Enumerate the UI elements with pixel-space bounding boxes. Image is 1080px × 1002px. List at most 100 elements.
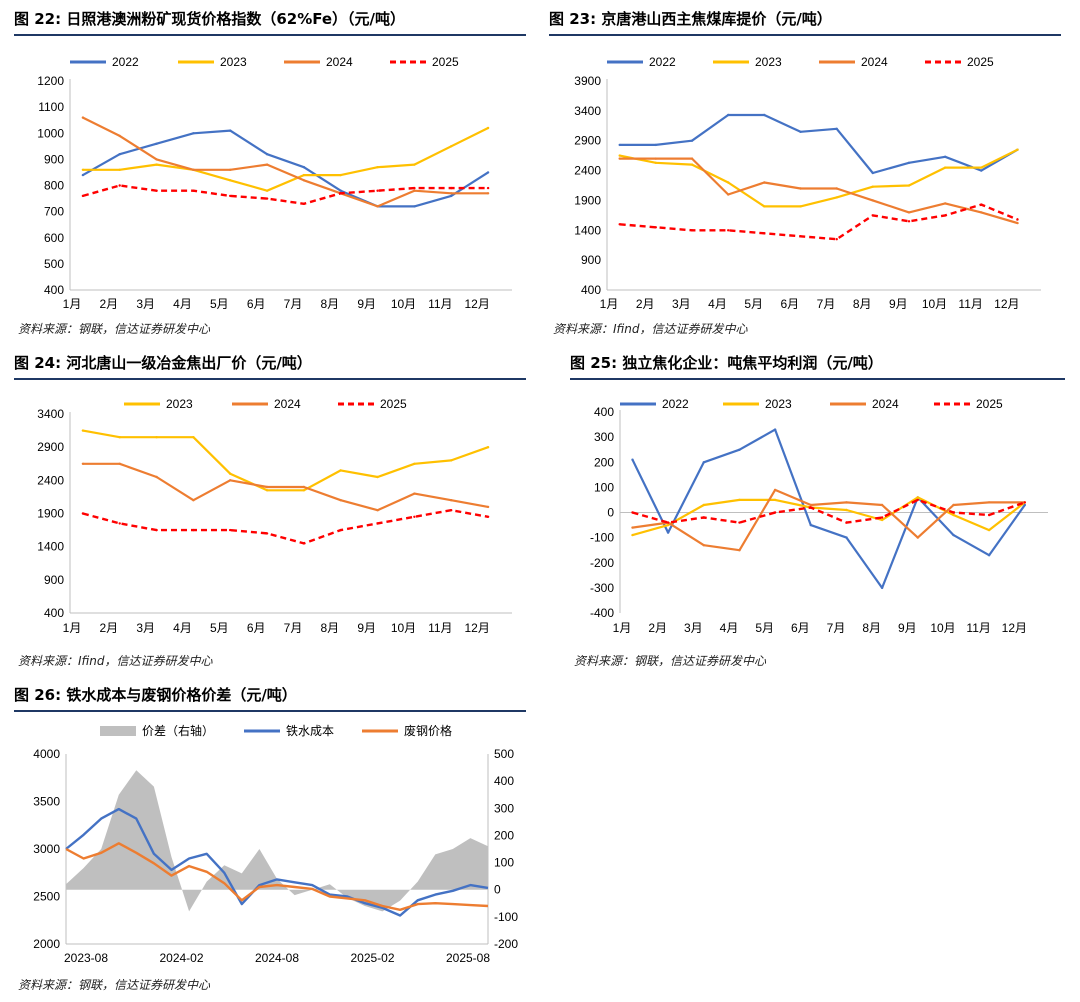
y-tick-label: 100 (594, 480, 614, 494)
data-point-2024 (871, 199, 874, 202)
data-point-2024 (987, 501, 991, 504)
right-tick-label: 500 (494, 747, 514, 761)
data-point-2025 (845, 521, 848, 524)
data-point-2025 (265, 197, 269, 200)
data-point-2024 (980, 211, 983, 214)
data-point-2023 (81, 168, 85, 171)
series-line-2025 (82, 508, 489, 545)
legend-label: 2025 (967, 55, 994, 69)
x-tick-label: 4月 (708, 297, 727, 311)
data-point-2024 (880, 503, 884, 507)
data-point-2024 (773, 488, 777, 492)
x-tick-label: 12月 (1002, 621, 1027, 635)
data-point-2023 (486, 126, 490, 130)
data-point-2025 (880, 516, 884, 519)
data-point-2024 (618, 157, 621, 160)
legend-item-2025: 2025 (390, 55, 459, 69)
data-point-2024 (376, 205, 379, 208)
y-tick-label: 2900 (574, 134, 601, 148)
data-point-2022 (339, 189, 342, 192)
right-tick-label: -200 (494, 937, 518, 951)
series-line-2025 (619, 203, 1018, 241)
data-point-2023 (450, 459, 453, 462)
figure-26-chart: 2000 2500 3000 3500 4000 -200 -100 0 100 200 300 40… (33, 723, 518, 965)
data-point-2025 (302, 202, 306, 205)
data-point-2022 (192, 132, 195, 135)
legend-label: 2025 (380, 397, 407, 411)
x-tick-label: 3月 (672, 297, 691, 311)
data-point-2025 (631, 511, 634, 514)
data-point-2024 (727, 193, 730, 196)
data-point-2023 (690, 163, 694, 166)
figure-23-panel: 图 23: 京唐港山西主焦煤库提价（元/吨） 400 900 1400 1900 240… (549, 8, 1061, 342)
data-point-2025 (376, 189, 379, 192)
x-tick-label: 9月 (889, 297, 908, 311)
series-line-2023 (632, 496, 1026, 537)
x-tick-label: 2月 (99, 621, 118, 635)
x-tick-label: 11月 (428, 621, 452, 635)
data-point-2024 (486, 192, 490, 195)
legend-item-2022: 2022 (607, 55, 676, 69)
y-tick-label: 400 (581, 283, 601, 297)
data-point-2023 (229, 472, 232, 475)
data-point-2023 (302, 489, 306, 492)
data-point-2025 (799, 235, 802, 238)
data-point-2025 (229, 194, 232, 198)
x-tick-label: 8月 (862, 621, 881, 635)
legend-item-2023: 2023 (713, 55, 782, 69)
legend-item-2022: 2022 (620, 397, 689, 411)
data-point-2023 (302, 173, 306, 177)
x-tick-label: 11月 (428, 297, 452, 311)
x-tick-label: 6月 (247, 297, 266, 311)
x-tick-label: 2月 (99, 297, 118, 311)
legend-item-2023: 2023 (178, 55, 247, 69)
data-point-2024 (339, 499, 342, 502)
x-tick-label: 5月 (210, 621, 229, 635)
legend-item-2025: 2025 (925, 55, 994, 69)
x-tick-label: 9月 (357, 297, 376, 311)
data-point-2022 (229, 129, 232, 132)
x-tick-label: 4月 (173, 297, 192, 311)
y-tick-label: 1200 (37, 74, 64, 88)
data-point-2024 (690, 157, 694, 160)
x-tick-label: 5月 (744, 297, 763, 311)
series-line-2023 (82, 127, 489, 192)
data-point-2022 (654, 143, 657, 147)
x-tick-label: 7月 (827, 621, 846, 635)
x-tick-label: 6月 (780, 297, 799, 311)
legend-label: 2023 (765, 397, 792, 411)
data-point-2022 (302, 166, 306, 169)
y-tick-label: 400 (594, 405, 614, 419)
y-tick-label: 700 (44, 205, 64, 219)
legend-item: 价差（右轴） (100, 723, 214, 738)
data-point-2022 (773, 428, 777, 431)
data-point-2025 (738, 521, 741, 524)
left-tick-label: 3000 (33, 842, 60, 856)
series-line-2022 (619, 113, 1019, 175)
x-tick-label: 5月 (210, 297, 229, 311)
legend-label: 2024 (326, 55, 353, 69)
figure-22-chart: 400 500 600 700 800 900 1000 1100 1200 1月 2月 3月 4月 5月… (37, 55, 512, 311)
figure-23-rule (549, 34, 1061, 36)
data-point-2023 (618, 154, 621, 157)
right-tick-label: -100 (494, 910, 518, 924)
figure-24-title: 图 24: 河北唐山一级冶金焦出厂价（元/吨） (14, 354, 312, 372)
data-point-2025 (1023, 501, 1026, 504)
data-point-2025 (871, 214, 874, 217)
legend-item-2025: 2025 (338, 397, 407, 411)
x-tick-label: 3月 (684, 621, 703, 635)
y-tick-label: 1400 (574, 223, 601, 237)
data-point-2024 (1016, 221, 1019, 225)
data-point-2025 (339, 192, 342, 195)
y-tick-label: 400 (44, 283, 64, 297)
legend-item: 铁水成本 (244, 724, 334, 738)
x-tick-label: 1月 (63, 621, 82, 635)
gap-area (66, 770, 488, 912)
left-tick-label: 2000 (33, 937, 60, 951)
data-point-2025 (81, 512, 85, 515)
data-point-2025 (773, 511, 777, 514)
data-point-2024 (702, 544, 705, 547)
data-point-2024 (916, 536, 919, 539)
data-point-2024 (302, 485, 306, 489)
data-point-2024 (654, 157, 657, 160)
